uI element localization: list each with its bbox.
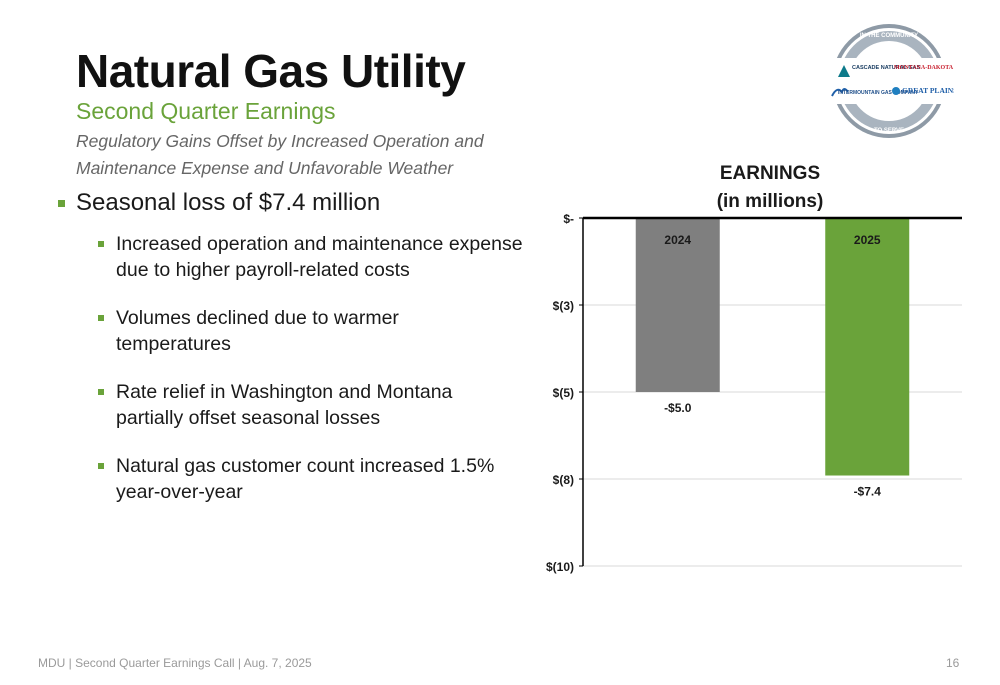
bullet-square-icon [58,200,65,207]
sub-bullet-line: Rate relief in Washington and Montana [116,381,453,403]
sub-bullet-text: Natural gas customer count increased 1.5… [116,453,494,505]
great-plains-logo-text: GREAT PLAINS [902,86,954,95]
sub-bullet-line: Increased operation and maintenance expe… [116,233,523,255]
sub-bullet-line: temperatures [116,333,231,355]
intermountain-icon [831,88,849,97]
sub-bullet-text: Increased operation and maintenance expe… [116,231,523,283]
bullet-square-icon [98,389,104,395]
slide-tagline: Regulatory Gains Offset by Increased Ope… [76,128,506,182]
sub-bullet-text: Volumes declined due to warmer temperatu… [116,305,399,357]
great-plains-flame-icon [892,87,900,95]
chart-title: EARNINGS (in millions) [640,160,900,216]
slide-title: Natural Gas Utility [76,45,466,97]
seal-ring-bottom-text: TO SERVE [874,128,904,134]
main-bullet: Seasonal loss of $7.4 million [58,188,528,218]
y-tick-label: $(5) [553,386,574,400]
sub-bullet-line: year-over-year [116,481,243,503]
category-label: 2025 [854,233,881,247]
sub-bullet: Rate relief in Washington and Montana pa… [98,379,528,431]
main-bullet-text: Seasonal loss of $7.4 million [76,189,381,216]
y-tick-label: $(8) [553,473,574,487]
montana-dakota-logo-text: MONTANA-DAKOTA [894,65,954,71]
cascade-mountain-icon [838,65,850,77]
y-tick-label: $(10) [546,560,574,574]
bar-2025 [825,218,910,476]
sub-bullet-line: Natural gas customer count increased 1.5… [116,455,495,477]
tagline-line: Maintenance Expense and Unfavorable Weat… [76,158,454,178]
page-number: 16 [946,656,960,670]
bullet-list: Seasonal loss of $7.4 million Increased … [58,188,528,527]
sub-bullet: Volumes declined due to warmer temperatu… [98,305,528,357]
sub-bullet-line: Volumes declined due to warmer [116,307,399,329]
sub-bullet-text: Rate relief in Washington and Montana pa… [116,379,452,431]
bullet-square-icon [98,241,104,247]
tagline-line: Regulatory Gains Offset by Increased Ope… [76,131,484,151]
sub-bullet-list: Increased operation and maintenance expe… [98,231,528,505]
data-label: -$5.0 [664,401,692,415]
footer-text: MDU | Second Quarter Earnings Call | Aug… [38,656,312,670]
intermountain-logo-text: INTERMOUNTAIN GAS COMPANY [838,90,919,96]
chart-subtitle-line: (in millions) [716,191,824,212]
sub-bullet-line: partially offset seasonal losses [116,407,381,429]
bullet-square-icon [98,315,104,321]
bar-2024 [635,218,720,392]
seal-ring-top-text: IN THE COMMUNITY [860,33,918,39]
sub-bullet: Increased operation and maintenance expe… [98,231,528,283]
earnings-bar-chart: $- $(3) $(5) $(8) $(10) 2024 -$5.0 2025 -$7.4 [546,212,962,574]
category-label: 2024 [664,233,691,247]
chart-title-line: EARNINGS [719,163,821,184]
bullet-square-icon [98,463,104,469]
sub-bullet-line: due to higher payroll-related costs [116,259,410,281]
y-tick-label: $- [563,212,574,226]
data-label: -$7.4 [854,485,882,499]
company-seal-logo: IN THE COMMUNITY TO SERVE CASCADE NATURA… [827,24,954,138]
sub-bullet: Natural gas customer count increased 1.5… [98,453,528,505]
slide-subtitle: Second Quarter Earnings [76,98,336,124]
cascade-logo-text: CASCADE NATURAL GAS [852,65,921,71]
y-tick-label: $(3) [553,299,574,313]
